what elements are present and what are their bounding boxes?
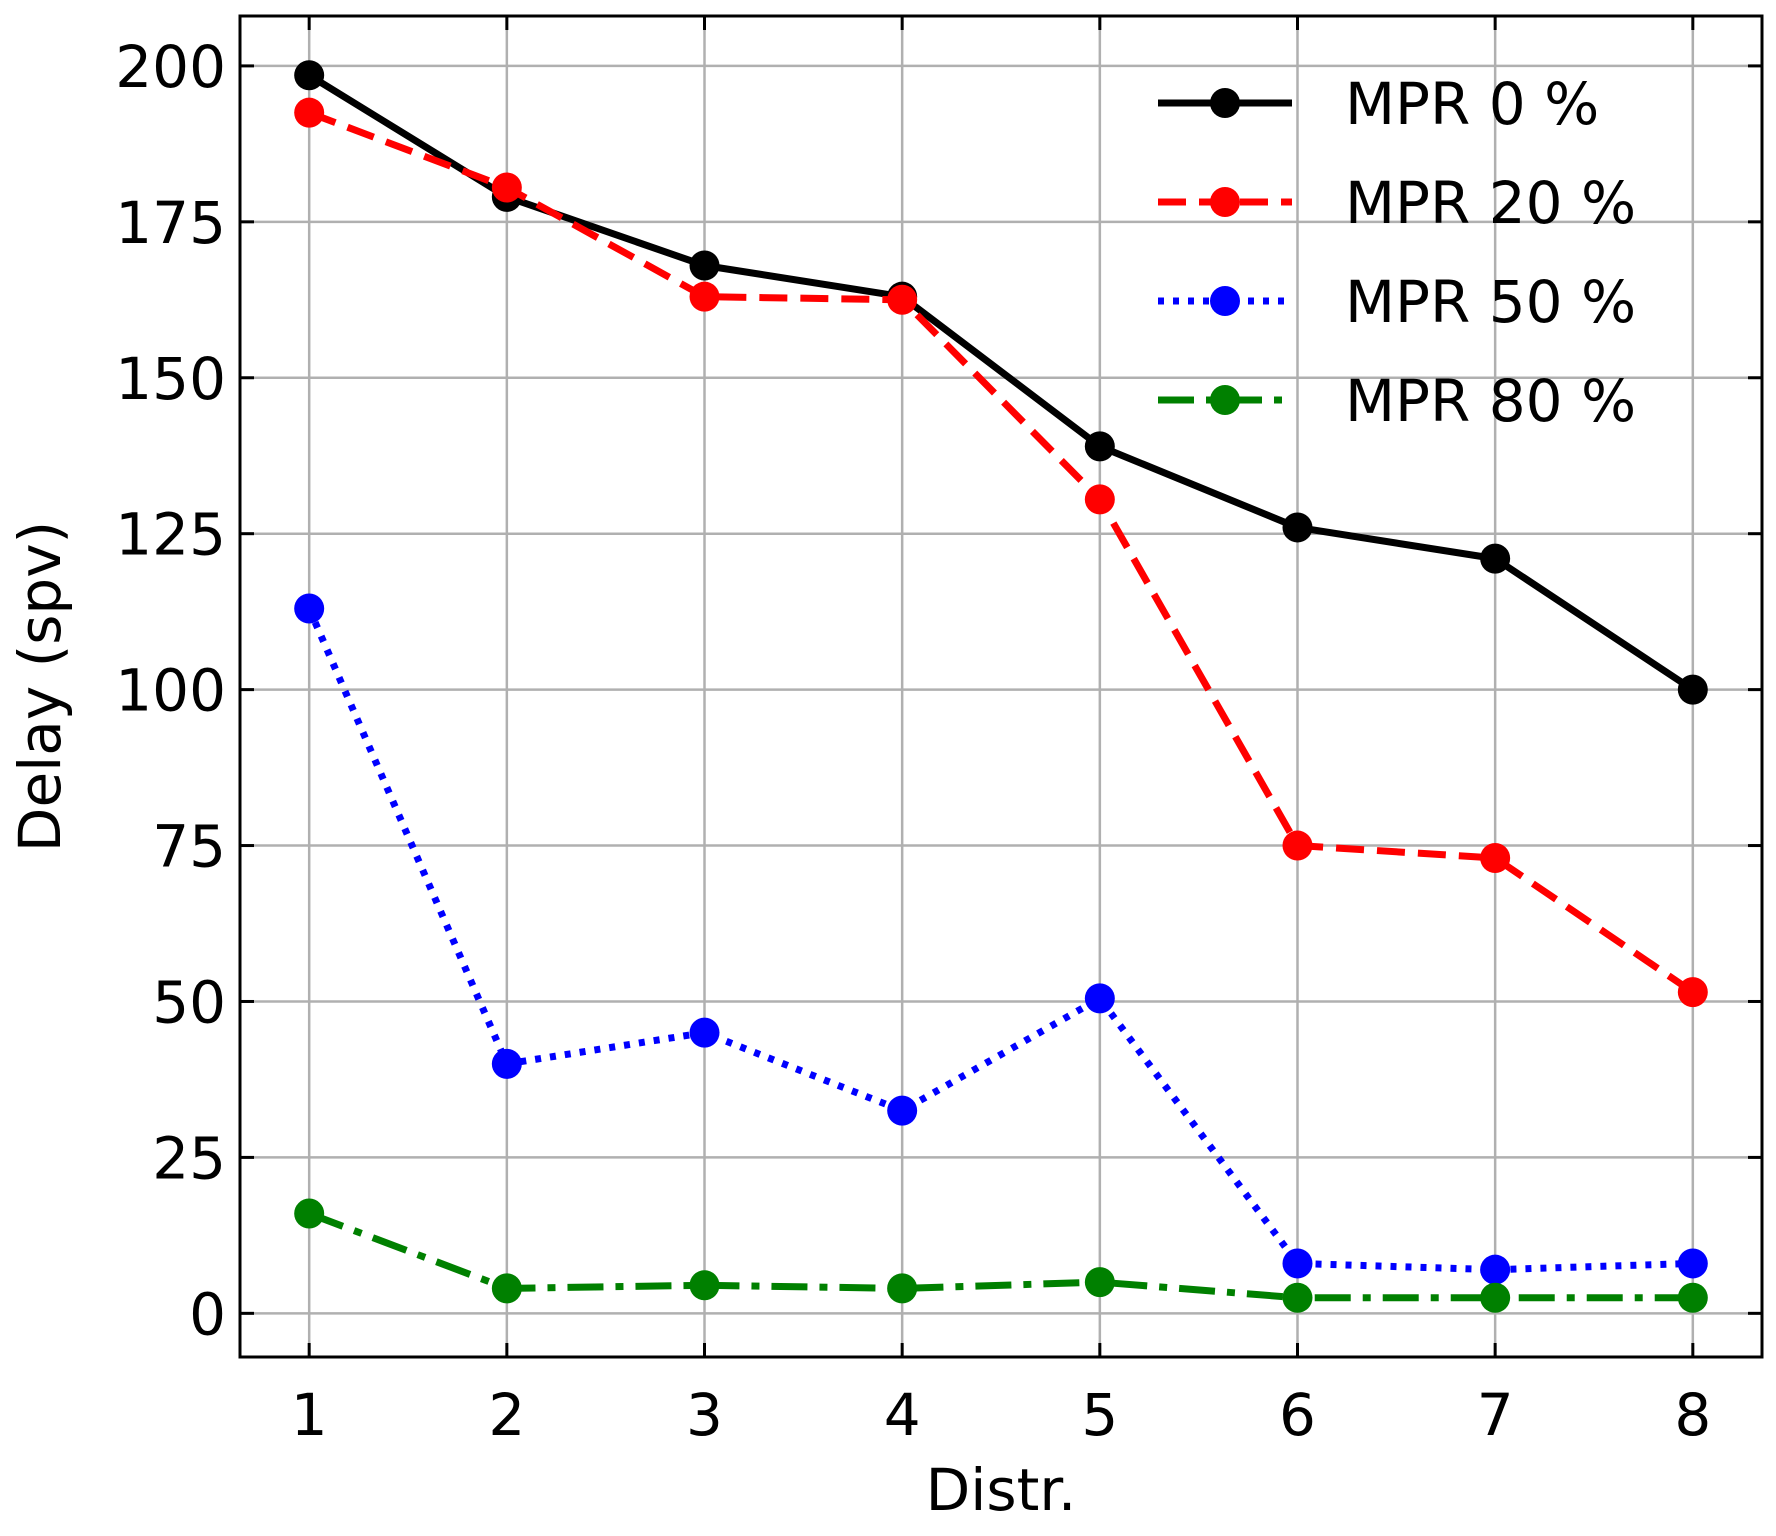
data-point xyxy=(1084,484,1115,515)
grid xyxy=(240,16,1762,1357)
x-axis-title: Distr. xyxy=(926,1456,1077,1524)
data-point xyxy=(1677,1248,1708,1279)
data-point xyxy=(491,172,522,203)
data-point xyxy=(1084,983,1115,1014)
data-point xyxy=(1480,1254,1511,1285)
y-axis-title: Delay (spv) xyxy=(6,521,74,852)
legend-marker xyxy=(1210,88,1240,118)
data-point xyxy=(887,1095,918,1126)
legend-marker xyxy=(1210,286,1240,316)
x-tick-label: 7 xyxy=(1477,1381,1514,1449)
data-point xyxy=(689,1270,720,1301)
data-point xyxy=(887,284,918,315)
y-tick-label: 175 xyxy=(115,189,226,257)
data-point xyxy=(294,97,325,128)
legend-label: MPR 20 % xyxy=(1345,169,1636,237)
data-point xyxy=(1480,843,1511,874)
data-point xyxy=(887,1273,918,1304)
x-tick-label: 1 xyxy=(291,1381,328,1449)
data-point xyxy=(294,593,325,624)
legend-label: MPR 80 % xyxy=(1345,367,1636,435)
y-tick-label: 25 xyxy=(152,1124,226,1192)
data-point xyxy=(1677,977,1708,1008)
x-tick-label: 3 xyxy=(686,1381,723,1449)
legend: MPR 0 % MPR 20 % MPR 50 % MPR 80 % xyxy=(1158,70,1636,435)
data-point xyxy=(1282,1282,1313,1313)
x-tick-label: 6 xyxy=(1279,1381,1316,1449)
legend-label: MPR 50 % xyxy=(1345,268,1636,336)
data-point xyxy=(1282,1248,1313,1279)
data-point xyxy=(1480,543,1511,574)
data-point xyxy=(689,281,720,312)
series-layer xyxy=(294,60,1708,1313)
data-point xyxy=(1677,674,1708,705)
data-point xyxy=(1480,1282,1511,1313)
series-2 xyxy=(294,97,1708,1008)
y-tick-label: 200 xyxy=(115,33,226,101)
y-tick-label: 125 xyxy=(115,501,226,569)
ticks: 1 2 3 4 5 6 7 8 0 25 50 75 100 125 150 175 200 xyxy=(115,16,1762,1449)
legend-marker xyxy=(1210,385,1240,415)
legend-marker xyxy=(1210,187,1240,217)
series-3 xyxy=(294,593,1708,1285)
x-tick-label: 5 xyxy=(1081,1381,1118,1449)
series-4 xyxy=(294,1198,1708,1313)
data-point xyxy=(1084,431,1115,462)
legend-item: MPR 80 % xyxy=(1158,367,1636,435)
data-point xyxy=(491,1048,522,1079)
series-line xyxy=(307,1210,1693,1302)
series-line xyxy=(305,607,1693,1274)
x-tick-label: 8 xyxy=(1674,1381,1711,1449)
x-tick-label: 4 xyxy=(884,1381,921,1449)
data-point xyxy=(1084,1267,1115,1298)
data-point xyxy=(294,60,325,91)
legend-item: MPR 0 % xyxy=(1158,70,1599,138)
data-point xyxy=(1677,1282,1708,1313)
data-point xyxy=(294,1198,325,1229)
y-tick-label: 0 xyxy=(189,1280,226,1348)
y-tick-label: 150 xyxy=(115,345,226,413)
legend-label: MPR 0 % xyxy=(1345,70,1599,138)
x-tick-label: 2 xyxy=(488,1381,525,1449)
y-tick-label: 75 xyxy=(152,813,226,881)
data-point xyxy=(1282,830,1313,861)
legend-item: MPR 20 % xyxy=(1158,169,1636,237)
data-point xyxy=(1282,512,1313,543)
y-tick-label: 100 xyxy=(115,657,226,725)
series-line xyxy=(307,109,1695,996)
legend-item: MPR 50 % xyxy=(1158,268,1636,336)
data-point xyxy=(689,250,720,281)
data-point xyxy=(491,1273,522,1304)
plot-frame xyxy=(238,14,1764,1359)
y-tick-label: 50 xyxy=(152,968,226,1036)
data-point xyxy=(689,1017,720,1048)
